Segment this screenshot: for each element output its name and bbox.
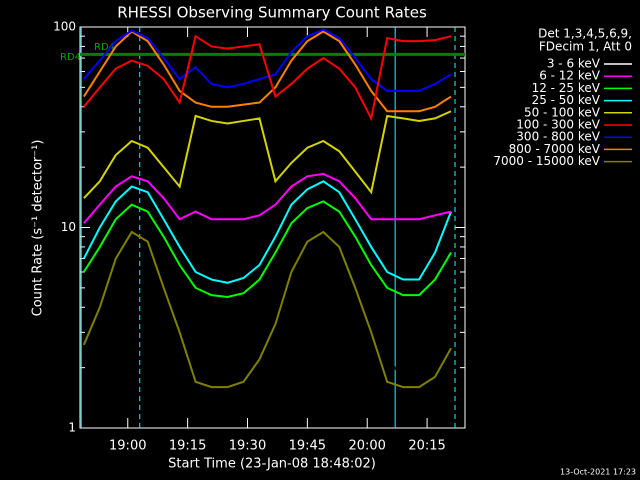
x-tick-label: 19:30 [229, 439, 266, 454]
x-tick-label: 20:15 [408, 439, 445, 454]
x-tick-label: 19:15 [169, 439, 206, 454]
legend-header: Det 1,3,4,5,6,9, [538, 27, 632, 41]
x-tick-label: 19:45 [289, 439, 326, 454]
legend-label: 12 - 25 keV [532, 81, 601, 95]
legend-label: 25 - 50 keV [532, 93, 601, 107]
y-axis-label: Count Rate (s⁻¹ detector⁻¹) [31, 140, 46, 317]
series-line [82, 213, 452, 383]
y-tick-label: 1 [68, 421, 76, 435]
legend-label: 6 - 12 keV [539, 69, 601, 83]
series-line [83, 28, 452, 92]
legend-label: 7000 - 15000 keV [493, 154, 600, 168]
y-tick-label: 10 [61, 220, 76, 234]
legend-label: 50 - 100 keV [524, 105, 601, 119]
annotation: RD4 [60, 52, 81, 63]
legend-label: 100 - 300 keV [516, 118, 600, 132]
legend-header: FDecim 1, Att 0 [539, 40, 632, 54]
chart-title: RHESSI Observing Summary Count Rates [117, 4, 427, 22]
series-line [83, 200, 452, 299]
legend-label: 800 - 7000 keV [509, 142, 601, 156]
footer: 13-Oct-2021 17:23 [560, 468, 636, 477]
series-line [82, 180, 452, 284]
series-line [83, 34, 452, 122]
series-line [83, 172, 452, 224]
x-tick-label: 19:00 [109, 439, 146, 454]
legend-label: 3 - 6 keV [547, 57, 601, 71]
annotation: RD4 [94, 42, 115, 53]
series-line [83, 110, 452, 199]
y-tick-label: 100 [53, 20, 76, 34]
series-line [83, 30, 452, 113]
legend-label: 300 - 800 keV [516, 130, 600, 144]
series-line [82, 230, 452, 389]
x-tick-label: 20:00 [348, 439, 385, 454]
x-axis-label: Start Time (23-Jan-08 18:48:02) [168, 457, 376, 472]
